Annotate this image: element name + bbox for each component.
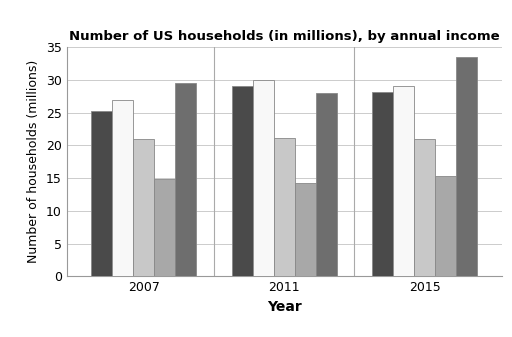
- Bar: [393, 87, 414, 276]
- Bar: [154, 179, 176, 276]
- Bar: [91, 111, 112, 276]
- Bar: [295, 183, 316, 276]
- Bar: [456, 57, 477, 276]
- X-axis label: Year: Year: [267, 300, 302, 314]
- Bar: [133, 139, 154, 276]
- Bar: [372, 92, 393, 276]
- Bar: [273, 137, 295, 276]
- Bar: [231, 87, 252, 276]
- Bar: [252, 80, 273, 276]
- Bar: [414, 139, 435, 276]
- Bar: [316, 93, 337, 276]
- Bar: [112, 99, 133, 276]
- Y-axis label: Number of households (millions): Number of households (millions): [27, 60, 40, 264]
- Bar: [435, 176, 456, 276]
- Bar: [176, 83, 197, 276]
- Title: Number of US households (in millions), by annual income: Number of US households (in millions), b…: [69, 30, 500, 43]
